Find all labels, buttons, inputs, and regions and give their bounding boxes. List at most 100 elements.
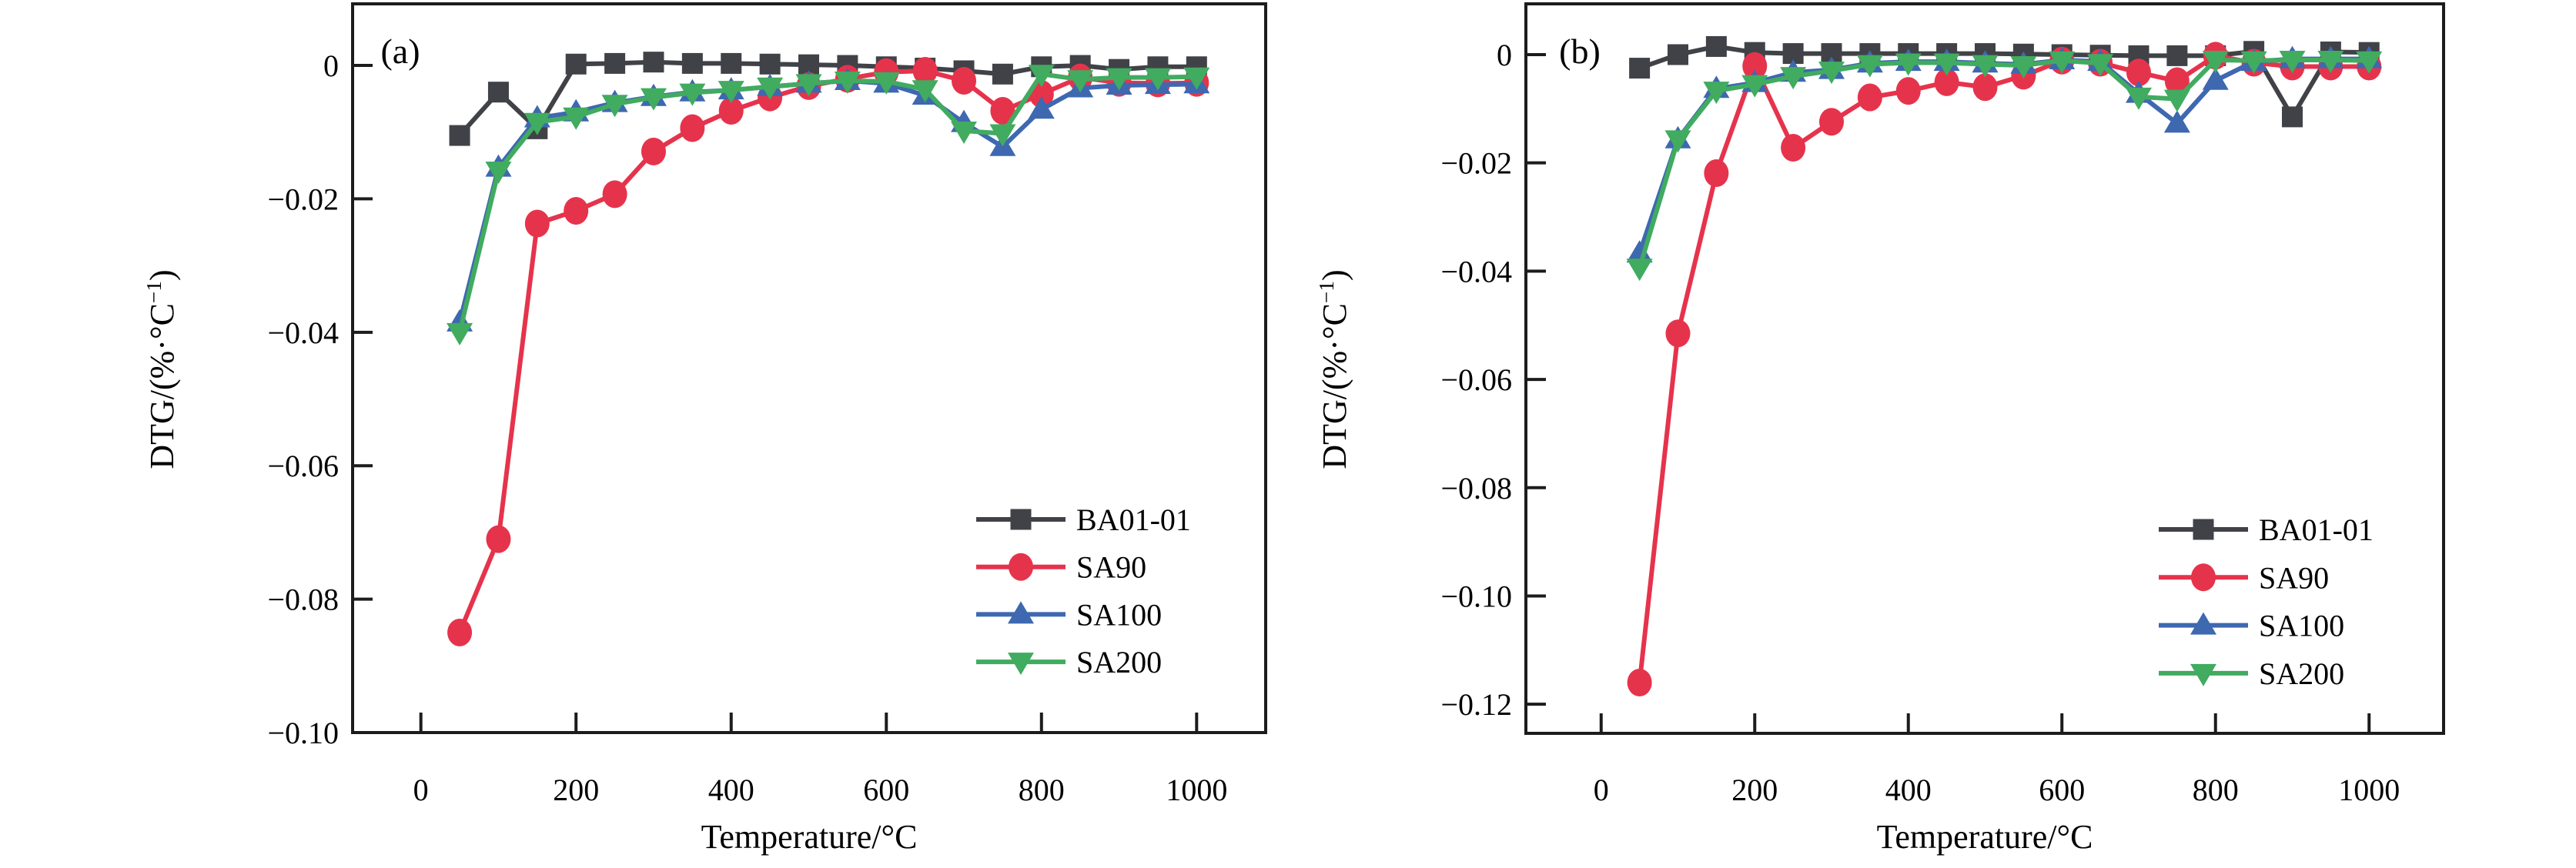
circle-marker — [680, 114, 705, 142]
triangle-up-marker — [1028, 96, 1055, 119]
circle-marker — [990, 96, 1015, 125]
triangle-down-marker — [2240, 51, 2267, 74]
triangle-down-marker — [1818, 62, 1845, 85]
x-tick-label-a: 0 — [413, 773, 429, 807]
x-tick-label-b: 1000 — [2338, 773, 2400, 807]
triangle-up-marker — [1626, 240, 1653, 263]
triangle-down-marker — [2279, 51, 2306, 74]
triangle-down-marker — [1144, 68, 1171, 91]
x-tick-label-a: 1000 — [1166, 773, 1227, 807]
panel-label-b: (b) — [1559, 32, 1601, 71]
triangle-down-marker — [1703, 82, 1730, 105]
legend-label-SA100: SA100 — [2259, 609, 2344, 643]
triangle-down-marker — [834, 71, 861, 94]
x-tick-label-b: 600 — [2039, 773, 2085, 807]
y-tick-label-b: −0.06 — [1440, 362, 1512, 397]
triangle-down-marker — [718, 81, 744, 104]
y-tick-label-b: −0.08 — [1440, 471, 1512, 506]
legend-triangle-up-icon — [1008, 601, 1034, 624]
circle-marker — [641, 137, 666, 165]
legend-circle-icon — [1009, 553, 1033, 581]
circle-marker — [1895, 77, 1921, 105]
triangle-down-marker — [2087, 54, 2114, 77]
square-marker — [721, 52, 742, 74]
y-tick-label-b: −0.10 — [1440, 579, 1512, 613]
legend-circle-icon — [2191, 563, 2216, 592]
legend-entry-SA90-b: SA90 — [2159, 560, 2329, 595]
square-marker — [992, 63, 1013, 85]
x-tick-label-a: 200 — [553, 773, 599, 807]
triangle-down-marker — [1106, 68, 1132, 91]
legend-entry-SA90-a: SA90 — [976, 550, 1146, 585]
legend-label-BA01-01: BA01-01 — [1076, 502, 1191, 537]
legend-entry-SA100-b: SA100 — [2159, 609, 2344, 643]
series-markers-SA90-b — [1627, 42, 2382, 697]
plot-border-b — [1524, 2, 2445, 735]
y-tick-label-b: 0 — [1497, 38, 1512, 72]
x-tick-label-b: 200 — [1731, 773, 1778, 807]
triangle-down-marker — [2049, 51, 2076, 74]
triangle-down-marker — [1183, 67, 1210, 90]
legend-entry-SA200-b: SA200 — [2159, 656, 2344, 691]
legend-square-icon — [1010, 509, 1032, 530]
series-markers-SA200-b — [1626, 51, 2383, 282]
square-marker — [759, 53, 781, 75]
legend-entry-BA01-01-a: BA01-01 — [976, 502, 1191, 537]
square-marker — [565, 53, 587, 75]
circle-marker — [564, 197, 589, 225]
triangle-down-marker — [1067, 70, 1094, 93]
legend-label-BA01-01: BA01-01 — [2259, 512, 2374, 547]
circle-marker — [718, 96, 744, 125]
legend-entry-BA01-01-b: BA01-01 — [2159, 512, 2374, 547]
series-markers-SA200-a — [447, 65, 1210, 346]
triangle-down-marker — [1626, 259, 1653, 282]
legend-b: BA01-01 SA90 SA100 SA200 — [2159, 512, 2374, 691]
triangle-down-marker — [2202, 51, 2229, 74]
y-tick-label-a: −0.02 — [267, 182, 339, 216]
legend-triangle-up-icon — [2190, 612, 2216, 635]
triangle-down-marker — [873, 72, 900, 95]
legend-label-SA100: SA100 — [1076, 597, 1162, 632]
circle-marker — [1972, 73, 1998, 102]
circle-marker — [1857, 83, 1882, 112]
square-marker — [2166, 45, 2188, 66]
circle-marker — [602, 180, 627, 209]
triangle-down-marker — [524, 112, 550, 135]
legend-entry-SA100-a: SA100 — [976, 597, 1162, 632]
legend-label-SA90: SA90 — [1076, 550, 1146, 585]
triangle-down-marker — [1895, 53, 1922, 76]
circle-marker — [2164, 67, 2190, 95]
triangle-down-marker — [1028, 65, 1055, 88]
y-tick-label-b: −0.12 — [1440, 687, 1512, 722]
y-tick-label-a: −0.10 — [267, 716, 339, 750]
legend-label-SA200: SA200 — [1076, 645, 1162, 679]
panel-b: 0 −0.02 −0.04 −0.06 −0.08 −0.10 −0.12 0 200 400 60… — [1315, 2, 2445, 856]
plot-border-a — [351, 2, 1267, 734]
x-axis-title-a: Temperature/°C — [701, 818, 918, 856]
legend-a: BA01-01 SA90 SA100 SA200 — [976, 502, 1191, 679]
series-line-SA90-a — [457, 68, 1199, 635]
triangle-down-marker — [951, 121, 978, 144]
x-tick-label-b: 0 — [1594, 773, 1609, 807]
triangle-down-marker — [1856, 55, 1883, 78]
triangle-down-marker — [2163, 89, 2190, 112]
triangle-down-marker — [563, 107, 590, 130]
y-tick-label-b: −0.04 — [1440, 254, 1512, 289]
x-tick-label-b: 800 — [2193, 773, 2239, 807]
circle-marker — [1781, 133, 1806, 162]
y-tick-label-a: −0.06 — [267, 449, 339, 483]
series-markers-SA100-a — [447, 67, 1210, 332]
circle-marker — [1934, 68, 1959, 96]
x-tick-label-b: 400 — [1885, 773, 1932, 807]
y-axis-title-a: DTG/(%·°C−1) — [142, 269, 181, 469]
y-tick-label-a: 0 — [323, 48, 339, 83]
triangle-down-marker — [1741, 75, 1768, 98]
x-tick-label-a: 800 — [1019, 773, 1065, 807]
panel-a: 0 −0.02 −0.04 −0.06 −0.08 −0.10 0 200 400 600 800 1… — [142, 2, 1267, 856]
square-marker — [1668, 44, 1689, 65]
circle-marker — [1627, 669, 1652, 697]
circle-marker — [486, 525, 511, 553]
square-marker — [681, 52, 703, 74]
triangle-down-marker — [1780, 67, 1807, 90]
